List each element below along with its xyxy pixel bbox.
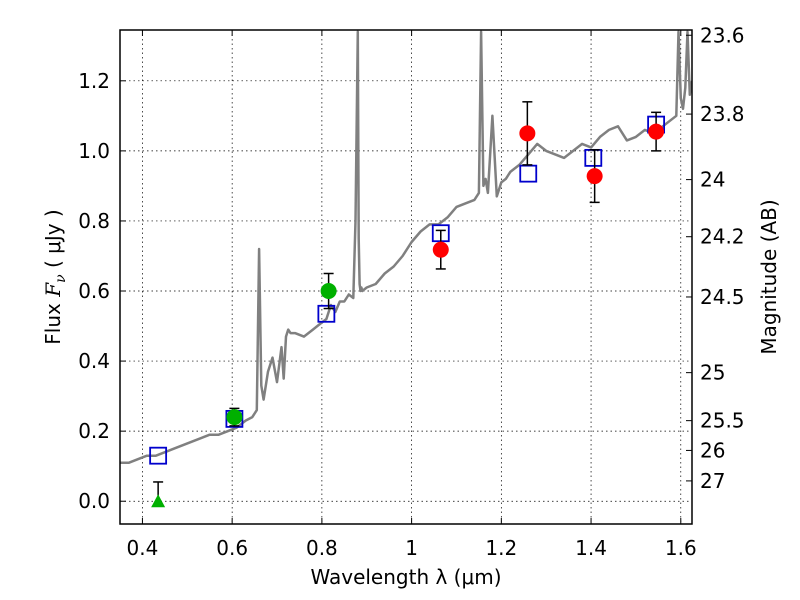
model-sed-series bbox=[120, 30, 692, 464]
y2-tick-label-8: 27 bbox=[700, 469, 725, 493]
y-tick-label-6: 1.2 bbox=[78, 69, 110, 93]
model-square-4 bbox=[519, 164, 538, 183]
model-sed-line bbox=[120, 30, 692, 464]
y-axis-label-subscript: ν bbox=[53, 274, 69, 283]
x-tick-label-5: 1.4 bbox=[575, 536, 607, 560]
y2-tick-label-6: 25.5 bbox=[700, 409, 745, 433]
x-tick-label-6: 1.6 bbox=[665, 536, 697, 560]
series-4-circle-2 bbox=[586, 168, 603, 185]
y-tick-label-2: 0.4 bbox=[78, 349, 110, 373]
y-tick-label-4: 0.8 bbox=[78, 209, 110, 233]
y2-tick-label-1: 23.8 bbox=[700, 102, 745, 126]
y-axis-label-prefix: Flux bbox=[41, 297, 65, 345]
y2-tick-label-7: 26 bbox=[700, 438, 725, 462]
y2-tick-label-2: 24 bbox=[700, 168, 725, 192]
x-tick-label-3: 1 bbox=[405, 536, 418, 560]
series-4-circle-3 bbox=[648, 123, 665, 140]
y2-axis-label: Magnitude (AB) bbox=[757, 199, 781, 354]
x-tick-label-4: 1.2 bbox=[485, 536, 517, 560]
model-square-2 bbox=[317, 304, 336, 323]
y-tick-label-3: 0.6 bbox=[78, 279, 110, 303]
x-axis-label: Wavelength λ (μm) bbox=[310, 565, 501, 589]
series-4-circle-0 bbox=[432, 241, 449, 258]
x-tick-label-2: 0.8 bbox=[306, 536, 338, 560]
y2-tick-label-4: 24.5 bbox=[700, 285, 745, 309]
y-axis-label-symbol: F bbox=[41, 282, 65, 298]
y-tick-label-1: 0.2 bbox=[78, 419, 110, 443]
y2-tick-label-0: 23.6 bbox=[700, 23, 745, 47]
grid-lines bbox=[120, 30, 692, 524]
plot-frame bbox=[119, 29, 693, 525]
series-2-circle-1 bbox=[320, 283, 337, 300]
y-axis-label-suffix: ( μJy ) bbox=[41, 209, 65, 274]
y-tick-label-0: 0.0 bbox=[78, 489, 110, 513]
model-square-5 bbox=[584, 148, 603, 167]
x-tick-label-1: 0.6 bbox=[216, 536, 248, 560]
model-square-0 bbox=[149, 446, 168, 465]
x-tick-label-0: 0.4 bbox=[127, 536, 159, 560]
photometry-markers bbox=[149, 101, 666, 508]
y-axis-label: Flux Fν ( μJy ) bbox=[41, 209, 69, 344]
y2-tick-label-3: 24.2 bbox=[700, 225, 745, 249]
y2-tick-label-5: 25 bbox=[700, 361, 725, 385]
series-2-circle-0 bbox=[226, 409, 243, 426]
upper-limit-triangle-0 bbox=[151, 494, 166, 508]
y-tick-label-5: 1.0 bbox=[78, 139, 110, 163]
series-4-circle-1 bbox=[519, 125, 536, 142]
axis-ticks: 0.4 0.6 0.8 1 1.2 1.4 1.6 0.0 0.2 0.4 0.6 0.8 1.0 1.2… bbox=[78, 23, 744, 560]
